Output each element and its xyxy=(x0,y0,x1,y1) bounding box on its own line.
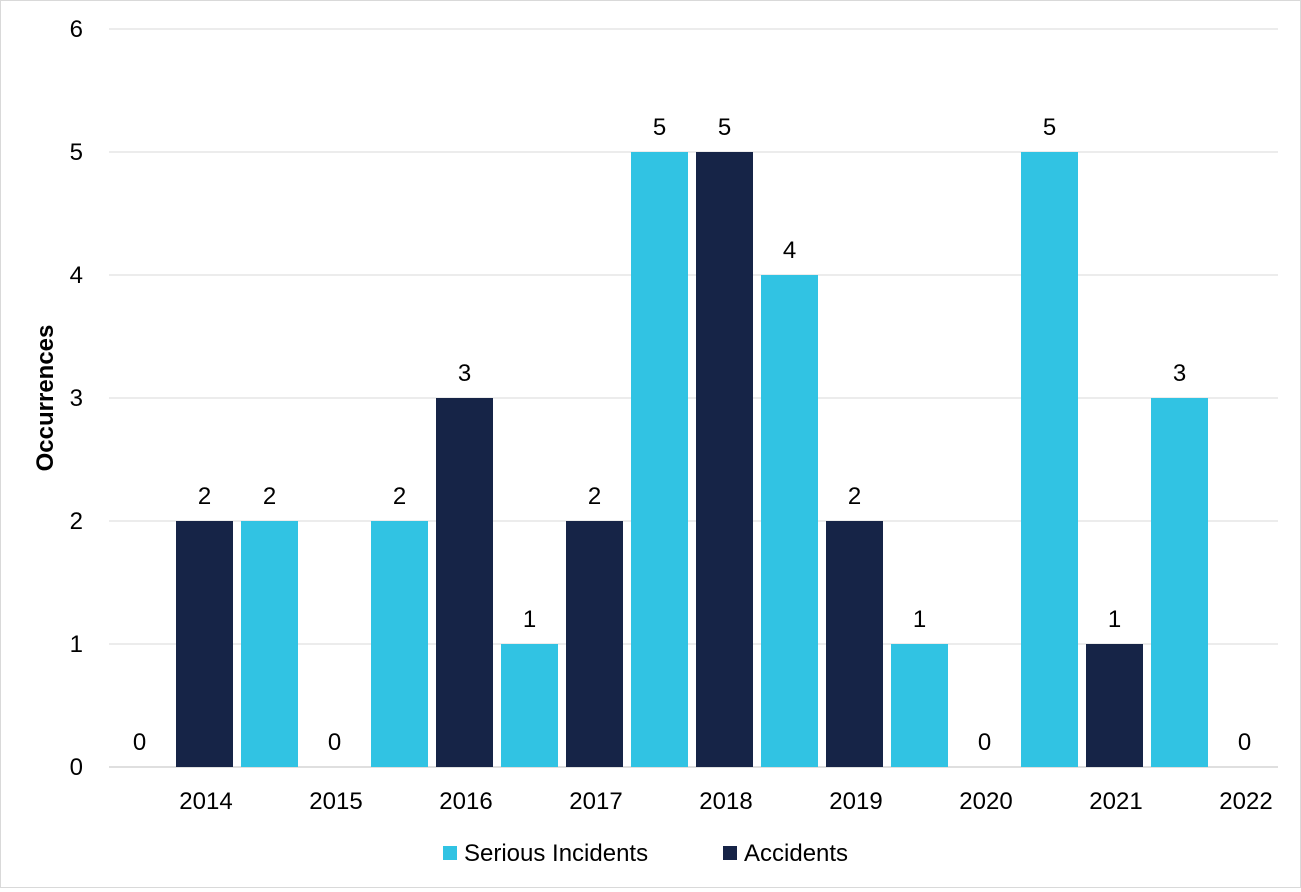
x-axis-ticks: 2014 2015 2016 2017 2018 2019 2020 2021 2022 xyxy=(179,788,1272,815)
data-labels: 0 2 2 0 2 3 1 2 5 5 4 2 1 0 5 1 3 0 xyxy=(133,114,1251,756)
data-label: 5 xyxy=(1043,114,1056,141)
x-tick-label: 2022 xyxy=(1219,788,1272,815)
data-label: 3 xyxy=(1173,360,1186,387)
data-label: 5 xyxy=(653,114,666,141)
data-label: 0 xyxy=(328,729,341,756)
x-tick-label: 2018 xyxy=(699,788,752,815)
x-tick-label: 2014 xyxy=(179,788,232,815)
data-label: 0 xyxy=(133,729,146,756)
x-tick-label: 2015 xyxy=(309,788,362,815)
y-axis-title: Occurrences xyxy=(32,325,59,472)
legend-swatch xyxy=(723,846,737,860)
data-label: 2 xyxy=(393,483,406,510)
y-tick-label: 4 xyxy=(70,262,83,289)
bar-serious-incidents xyxy=(241,521,298,767)
data-label: 2 xyxy=(263,483,276,510)
data-label: 2 xyxy=(198,483,211,510)
data-label: 2 xyxy=(848,483,861,510)
x-tick-label: 2017 xyxy=(569,788,622,815)
y-tick-label: 5 xyxy=(70,139,83,166)
bar-accidents xyxy=(176,521,233,767)
bar-accidents xyxy=(1086,644,1143,767)
y-tick-label: 3 xyxy=(70,385,83,412)
legend-label: Serious Incidents xyxy=(464,840,648,867)
bar-serious-incidents xyxy=(371,521,428,767)
data-label: 0 xyxy=(1238,729,1251,756)
bar-serious-incidents xyxy=(891,644,948,767)
x-tick-label: 2021 xyxy=(1089,788,1142,815)
y-tick-label: 2 xyxy=(70,508,83,535)
bar-accidents xyxy=(436,398,493,767)
gridlines xyxy=(109,28,1278,768)
data-label: 1 xyxy=(1108,606,1121,633)
y-axis-ticks: 0 1 2 3 4 5 6 xyxy=(70,16,83,781)
data-label: 5 xyxy=(718,114,731,141)
y-tick-label: 0 xyxy=(70,754,83,781)
y-tick-label: 6 xyxy=(70,16,83,43)
x-tick-label: 2019 xyxy=(829,788,882,815)
bar-accidents xyxy=(566,521,623,767)
bar-serious-incidents xyxy=(501,644,558,767)
legend-label: Accidents xyxy=(744,840,848,867)
y-tick-label: 1 xyxy=(70,631,83,658)
data-label: 2 xyxy=(588,483,601,510)
data-label: 0 xyxy=(978,729,991,756)
bar-serious-incidents xyxy=(761,275,818,767)
data-label: 1 xyxy=(913,606,926,633)
bar-serious-incidents xyxy=(1021,152,1078,767)
bar-accidents xyxy=(826,521,883,767)
data-label: 4 xyxy=(783,237,796,264)
bar-accidents xyxy=(696,152,753,767)
bar-serious-incidents xyxy=(631,152,688,767)
bars xyxy=(176,152,1208,767)
legend: Serious Incidents Accidents xyxy=(443,840,848,867)
legend-swatch xyxy=(443,846,457,860)
data-label: 3 xyxy=(458,360,471,387)
x-tick-label: 2020 xyxy=(959,788,1012,815)
x-tick-label: 2016 xyxy=(439,788,492,815)
data-label: 1 xyxy=(523,606,536,633)
bar-serious-incidents xyxy=(1151,398,1208,767)
